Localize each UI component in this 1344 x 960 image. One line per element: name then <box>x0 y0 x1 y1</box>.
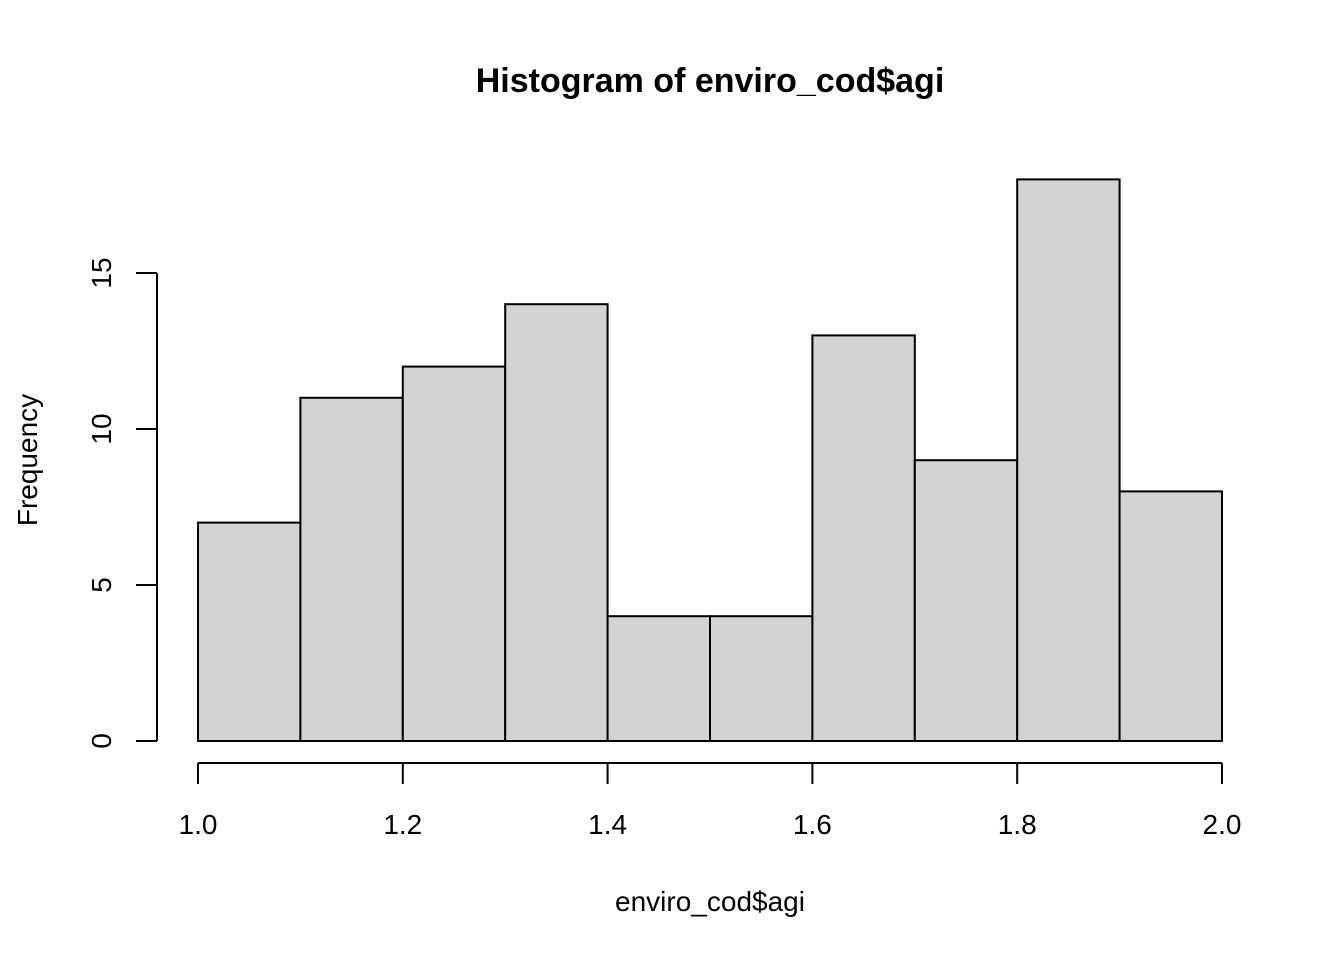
histogram-bar-3 <box>401 365 507 742</box>
x-axis: 1.0 1.2 1.4 1.6 1.8 2.0 <box>179 762 1242 840</box>
x-tick-label: 1.2 <box>383 809 422 840</box>
chart-title: Histogram of enviro_cod$agi <box>476 62 945 100</box>
histogram-bar-10 <box>1118 490 1223 742</box>
x-tick-label: 1.4 <box>588 809 627 840</box>
y-tick-label: 15 <box>86 257 117 288</box>
x-tick-label: 1.6 <box>793 809 832 840</box>
x-tick-label: 1.8 <box>998 809 1037 840</box>
bars-group <box>197 178 1223 743</box>
y-tick-label: 0 <box>86 733 117 749</box>
histogram-bar-9 <box>1016 178 1121 742</box>
histogram-bar-8 <box>913 459 1019 742</box>
x-axis-label: enviro_cod$agi <box>615 886 805 917</box>
histogram-bar-6 <box>709 615 814 743</box>
histogram-bar-5 <box>606 615 711 743</box>
histogram-bar-1 <box>197 521 302 742</box>
histogram-bar-2 <box>299 396 404 742</box>
y-tick-label: 10 <box>86 413 117 444</box>
histogram-bar-4 <box>504 303 609 742</box>
histogram-bar-7 <box>811 334 916 742</box>
y-axis: 0 5 10 15 <box>86 257 158 749</box>
x-tick-label: 2.0 <box>1203 809 1242 840</box>
y-tick-label: 5 <box>86 577 117 593</box>
y-axis-label: Frequency <box>12 394 43 526</box>
x-tick-label: 1.0 <box>179 809 218 840</box>
